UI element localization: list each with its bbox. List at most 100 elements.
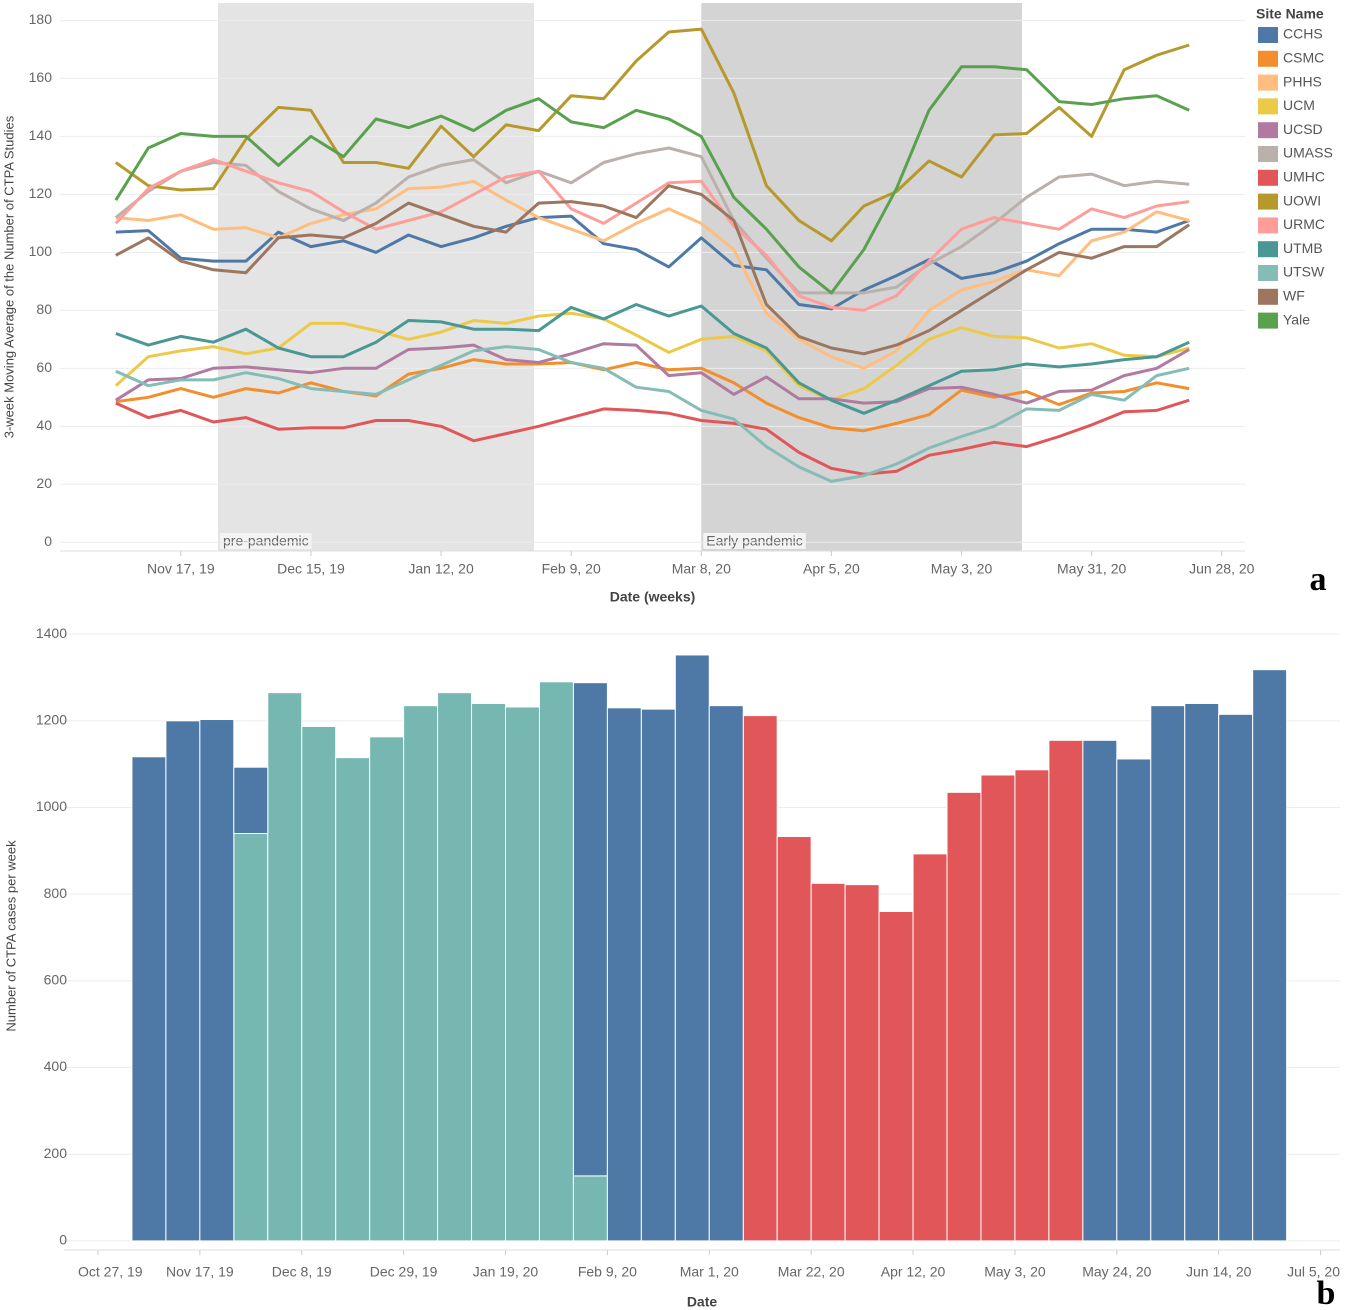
legend-swatch bbox=[1258, 27, 1278, 43]
legend-swatch bbox=[1258, 312, 1278, 329]
y-axis-title: Number of CTPA cases per week bbox=[3, 840, 18, 1032]
legend-label: Yale bbox=[1283, 311, 1310, 327]
panel-label: b bbox=[1317, 1275, 1336, 1310]
bar-segment bbox=[233, 766, 269, 835]
legend-label: UCSD bbox=[1283, 121, 1323, 137]
x-tick-label: Mar 22, 20 bbox=[778, 1264, 845, 1280]
bar-segment bbox=[233, 833, 269, 1242]
bar-segment bbox=[776, 836, 812, 1242]
series-line bbox=[115, 214, 1190, 311]
legend-label: UTSW bbox=[1283, 264, 1325, 280]
bar-segment bbox=[505, 706, 540, 1242]
y-tick-label: 100 bbox=[29, 243, 53, 259]
y-axis-title: 3-week Moving Average of the Number of C… bbox=[1, 115, 16, 438]
legend-swatch bbox=[1258, 50, 1278, 67]
bar-segment bbox=[912, 853, 948, 1242]
legend-label: UMASS bbox=[1283, 145, 1333, 161]
legend-label: UCM bbox=[1283, 97, 1315, 113]
bar-segment bbox=[267, 692, 303, 1242]
x-tick-label: Mar 1, 20 bbox=[680, 1264, 739, 1280]
x-tick-label: Jan 19, 20 bbox=[473, 1264, 539, 1280]
legend-swatch bbox=[1258, 265, 1278, 281]
y-tick-label: 60 bbox=[36, 359, 52, 375]
y-tick-label: 1000 bbox=[36, 798, 67, 814]
region-label: pre-pandemic bbox=[223, 533, 309, 549]
bar-segment bbox=[369, 736, 405, 1242]
series-line bbox=[115, 179, 1190, 370]
x-tick-label: Feb 9, 20 bbox=[542, 561, 601, 577]
series-line bbox=[115, 303, 1190, 415]
legend-label: UMHC bbox=[1283, 169, 1325, 185]
y-tick-label: 600 bbox=[44, 972, 68, 988]
legend-label: WF bbox=[1283, 288, 1305, 304]
y-tick-label: 800 bbox=[44, 885, 68, 901]
x-tick-label: May 3, 20 bbox=[931, 561, 993, 577]
bar-segment bbox=[199, 719, 235, 1242]
bar-segment bbox=[946, 791, 982, 1242]
x-tick-label: May 24, 20 bbox=[1082, 1264, 1151, 1280]
legend-label: UOWI bbox=[1283, 192, 1321, 208]
series-line bbox=[115, 358, 1190, 433]
x-axis-title: Date (weeks) bbox=[610, 589, 696, 605]
legend-swatch bbox=[1258, 169, 1278, 186]
legend-swatch bbox=[1258, 193, 1278, 210]
bar-segment bbox=[708, 705, 744, 1242]
bar-segment bbox=[131, 756, 167, 1242]
bar-segment bbox=[572, 682, 608, 1177]
bar-segment bbox=[878, 911, 914, 1242]
y-tick-label: 20 bbox=[36, 475, 52, 491]
legend-swatch bbox=[1258, 241, 1278, 258]
x-tick-label: Oct 27, 19 bbox=[78, 1264, 143, 1280]
x-tick-label: Apr 5, 20 bbox=[803, 561, 860, 577]
bar-segment bbox=[844, 884, 880, 1242]
legend-label: URMC bbox=[1283, 216, 1325, 232]
series-line bbox=[115, 345, 1190, 483]
bar-segment bbox=[980, 774, 1016, 1242]
bar-segment bbox=[572, 1175, 608, 1242]
x-tick-label: Feb 9, 20 bbox=[578, 1264, 637, 1280]
bar-segment bbox=[1218, 713, 1254, 1242]
x-tick-label: Mar 8, 20 bbox=[672, 561, 731, 577]
bar-segment bbox=[165, 720, 201, 1242]
x-tick-label: Dec 29, 19 bbox=[370, 1264, 438, 1280]
y-tick-label: 120 bbox=[29, 185, 53, 201]
x-tick-label: Dec 8, 19 bbox=[272, 1264, 332, 1280]
y-tick-label: 180 bbox=[29, 11, 53, 27]
legend-swatch bbox=[1258, 122, 1278, 139]
y-tick-label: 0 bbox=[44, 533, 52, 549]
bar-segment bbox=[1252, 669, 1288, 1242]
y-tick-label: 0 bbox=[59, 1232, 67, 1248]
series-line bbox=[115, 184, 1191, 356]
bar-segment bbox=[538, 681, 574, 1242]
bar-segment bbox=[1082, 739, 1118, 1242]
legend-swatch bbox=[1258, 74, 1278, 91]
bar-segment bbox=[1150, 705, 1186, 1242]
legend-label: CCHS bbox=[1283, 26, 1323, 42]
y-tick-label: 1200 bbox=[36, 712, 67, 728]
bar-segment bbox=[301, 725, 337, 1242]
region-label: Early pandemic bbox=[706, 533, 803, 549]
legend-swatch bbox=[1258, 217, 1278, 234]
series-line bbox=[114, 27, 1190, 243]
y-tick-label: 400 bbox=[44, 1058, 68, 1074]
bar-segment bbox=[640, 708, 676, 1242]
region-label-bg bbox=[220, 533, 312, 549]
x-tick-label: Jun 14, 20 bbox=[1186, 1264, 1252, 1280]
y-tick-label: 160 bbox=[29, 69, 53, 85]
bar-segment bbox=[1014, 769, 1050, 1242]
x-tick-label: Jan 12, 20 bbox=[408, 561, 474, 577]
region bbox=[218, 3, 534, 551]
bar-segment bbox=[810, 882, 846, 1242]
x-tick-label: Nov 17, 19 bbox=[147, 561, 215, 577]
y-tick-label: 140 bbox=[29, 127, 53, 143]
legend-title: Site Name bbox=[1256, 6, 1324, 22]
bar-segment bbox=[1048, 739, 1084, 1242]
series-line bbox=[114, 158, 1190, 312]
region-label-bg bbox=[703, 533, 806, 549]
x-tick-label: Nov 17, 19 bbox=[166, 1264, 234, 1280]
series-line bbox=[114, 311, 1190, 402]
x-tick-label: Jun 28, 20 bbox=[1189, 561, 1255, 577]
bar-segment bbox=[471, 702, 507, 1242]
x-tick-label: May 31, 20 bbox=[1057, 561, 1126, 577]
